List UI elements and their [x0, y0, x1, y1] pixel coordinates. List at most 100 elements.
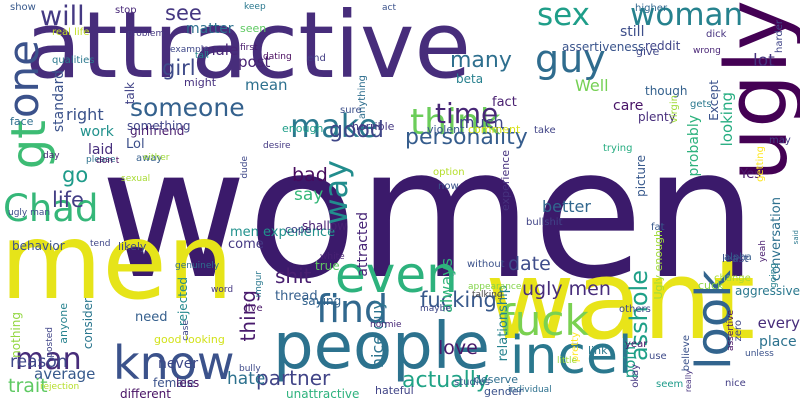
cloud-word: ugly men	[522, 278, 611, 300]
cloud-word: anyone	[57, 303, 70, 344]
cloud-word: many	[450, 48, 512, 73]
cloud-word: actually	[402, 368, 489, 393]
cloud-word: men	[0, 201, 234, 323]
cloud-word: use	[649, 351, 667, 362]
cloud-word: good	[329, 118, 384, 143]
cloud-word: unattractive	[286, 387, 360, 400]
cloud-word: reason	[10, 352, 68, 372]
cloud-word: women	[100, 110, 758, 319]
cloud-word: end	[307, 53, 326, 64]
cloud-word: shit	[275, 264, 312, 288]
cloud-word: qualities	[52, 55, 95, 66]
cloud-word: better	[542, 197, 591, 216]
cloud-word: reddit	[645, 39, 681, 53]
cloud-word: standard	[51, 70, 67, 133]
cloud-word: individual	[508, 385, 552, 395]
cloud-word: say	[294, 185, 324, 205]
cloud-word: normie	[370, 320, 402, 330]
cloud-word: girlfriend	[130, 124, 185, 138]
cloud-word: unless	[745, 349, 774, 359]
cloud-word: might	[184, 76, 217, 89]
cloud-word: work	[80, 124, 114, 140]
cloud-word: link	[588, 344, 608, 357]
cloud-word: nice	[725, 378, 746, 389]
cloud-word: believe	[681, 335, 692, 372]
cloud-word: consider	[81, 298, 95, 350]
cloud-word: year	[625, 339, 648, 350]
cloud-word: nice guy	[368, 300, 387, 369]
cloud-word: either	[143, 153, 170, 163]
cloud-word: may	[769, 135, 791, 146]
cloud-word: fat	[651, 222, 665, 233]
cloud-word: will	[40, 1, 85, 32]
cloud-word: violent	[427, 123, 465, 136]
cloud-word: live	[245, 303, 263, 314]
cloud-word: matter	[186, 21, 234, 37]
cloud-word: dude	[240, 156, 250, 179]
cloud-word: keep	[244, 2, 266, 12]
cloud-word: act	[382, 3, 396, 13]
cloud-word: want	[485, 236, 756, 364]
cloud-word: enough	[282, 122, 324, 135]
cloud-word: care	[613, 98, 644, 114]
cloud-word: wrong	[693, 46, 721, 56]
cloud-word: yeah	[758, 240, 768, 263]
cloud-word: thing	[236, 290, 260, 342]
cloud-word: cuck	[698, 279, 724, 292]
cloud-word: guy	[535, 37, 606, 81]
cloud-word: gets	[690, 99, 712, 110]
cloud-word: personality	[405, 125, 528, 150]
cloud-word: still	[620, 24, 645, 40]
cloud-word: word	[211, 285, 234, 295]
cloud-word: find	[316, 287, 389, 331]
cloud-word: attracted	[355, 212, 371, 277]
cloud-word: thread	[275, 289, 318, 304]
cloud-word: fuck	[500, 296, 589, 345]
cloud-word: man	[15, 342, 82, 377]
cloud-word: maybe	[420, 304, 451, 314]
cloud-word: Yes	[740, 167, 761, 182]
cloud-word: rejected	[176, 277, 190, 327]
cloud-word: hate	[227, 369, 266, 389]
cloud-word: talk	[123, 82, 137, 105]
cloud-word: least	[722, 252, 749, 265]
cloud-word: give	[636, 45, 660, 58]
cloud-word: laid	[88, 142, 114, 158]
cloud-word: much	[459, 113, 504, 132]
cloud-word: Well	[575, 76, 609, 95]
cloud-word: sex	[537, 0, 591, 33]
cloud-word: horrible	[352, 120, 395, 133]
cloud-word: come	[228, 237, 264, 252]
cloud-word: place	[759, 334, 797, 350]
cloud-word: true	[315, 259, 340, 273]
cloud-word: people	[273, 310, 490, 384]
cloud-word: different	[120, 387, 171, 400]
cloud-word: right	[66, 105, 104, 124]
cloud-word: trying	[603, 143, 633, 154]
cloud-word: dick	[706, 29, 727, 40]
cloud-word: seen	[240, 22, 267, 35]
cloud-word: Lol	[126, 137, 145, 152]
cloud-word: one	[0, 40, 48, 119]
cloud-word: tall	[195, 51, 210, 61]
cloud-word: beta	[456, 72, 484, 86]
cloud-word: lot	[753, 51, 775, 71]
cloud-word: even	[335, 246, 458, 304]
cloud-word: male	[201, 41, 239, 59]
cloud-word: though	[645, 84, 688, 98]
cloud-word: day	[43, 151, 60, 161]
cloud-word: gender	[484, 385, 523, 398]
cloud-word: posted	[45, 327, 55, 358]
cloud-word: alpha	[724, 252, 752, 263]
cloud-word: now	[438, 181, 459, 192]
cloud-word: little	[557, 356, 578, 366]
cloud-word: go	[62, 163, 89, 187]
cloud-word: away	[136, 153, 163, 164]
cloud-word: plenty	[638, 110, 676, 124]
cloud-word: girl	[162, 56, 196, 80]
cloud-word: likely	[118, 240, 147, 253]
cloud-word: first	[240, 43, 258, 53]
cloud-word: trait	[8, 375, 48, 397]
cloud-word: deserve	[474, 373, 519, 386]
cloud-word: picture	[634, 155, 648, 197]
